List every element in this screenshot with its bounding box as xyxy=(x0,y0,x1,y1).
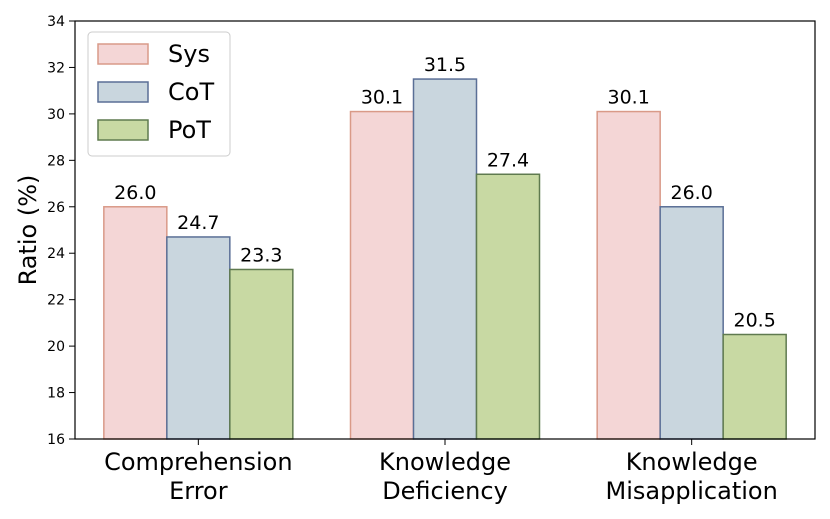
legend-label-sys: Sys xyxy=(168,40,210,68)
bar-pot xyxy=(722,333,787,440)
legend-swatch-sys xyxy=(97,43,149,65)
legend-swatch-pot xyxy=(97,119,149,141)
y-tick-label: 20 xyxy=(47,339,65,355)
legend-swatch-cot xyxy=(97,81,149,103)
bar-cot xyxy=(412,78,478,440)
legend-label-cot: CoT xyxy=(168,78,214,106)
x-tick-label: Knowledge xyxy=(379,448,511,476)
legend-label-pot: PoT xyxy=(168,116,211,144)
bar-sys xyxy=(349,110,415,440)
x-tick-label: Misapplication xyxy=(606,477,778,505)
value-labels-layer: 26.0 24.7 23.3 30.1 31.5 27.4 30.1 26.0 20.5 xyxy=(114,54,776,331)
bar-cot xyxy=(659,206,724,440)
bar-pot xyxy=(229,268,294,440)
x-tick-label: Comprehension xyxy=(104,448,292,476)
bar-pot xyxy=(475,173,541,440)
bars-layer xyxy=(103,78,787,440)
y-tick-label: 28 xyxy=(47,153,65,169)
y-tick-label: 18 xyxy=(47,386,65,402)
value-label-pot: 27.4 xyxy=(487,149,529,171)
y-tick-label: 16 xyxy=(47,432,65,448)
x-tick-label: Error xyxy=(169,477,228,505)
value-label-pot: 23.3 xyxy=(240,244,282,266)
value-label-cot: 26.0 xyxy=(671,182,713,204)
value-label-sys: 26.0 xyxy=(114,182,156,204)
x-axis: ComprehensionErrorKnowledgeDeficiencyKno… xyxy=(104,439,778,505)
x-tick-label: Deficiency xyxy=(382,477,508,505)
value-label-cot: 31.5 xyxy=(424,54,466,76)
y-tick-label: 26 xyxy=(47,200,65,216)
y-tick-label: 32 xyxy=(47,60,65,76)
value-label-cot: 24.7 xyxy=(177,212,219,234)
bar-sys xyxy=(103,206,168,440)
legend: Sys CoT PoT xyxy=(87,31,231,157)
value-label-sys: 30.1 xyxy=(608,87,650,109)
bar-cot xyxy=(166,236,231,440)
y-tick-label: 22 xyxy=(47,293,65,309)
value-label-sys: 30.1 xyxy=(361,87,403,109)
bar-sys xyxy=(596,110,661,440)
y-tick-label: 34 xyxy=(47,14,65,30)
y-tick-label: 30 xyxy=(47,107,65,123)
y-axis-label: Ratio (%) xyxy=(14,175,42,286)
value-label-pot: 20.5 xyxy=(734,310,776,332)
x-tick-label: Knowledge xyxy=(626,448,758,476)
y-axis: 16 18 20 22 24 26 28 30 32 34 xyxy=(47,14,75,448)
y-tick-label: 24 xyxy=(47,246,65,262)
